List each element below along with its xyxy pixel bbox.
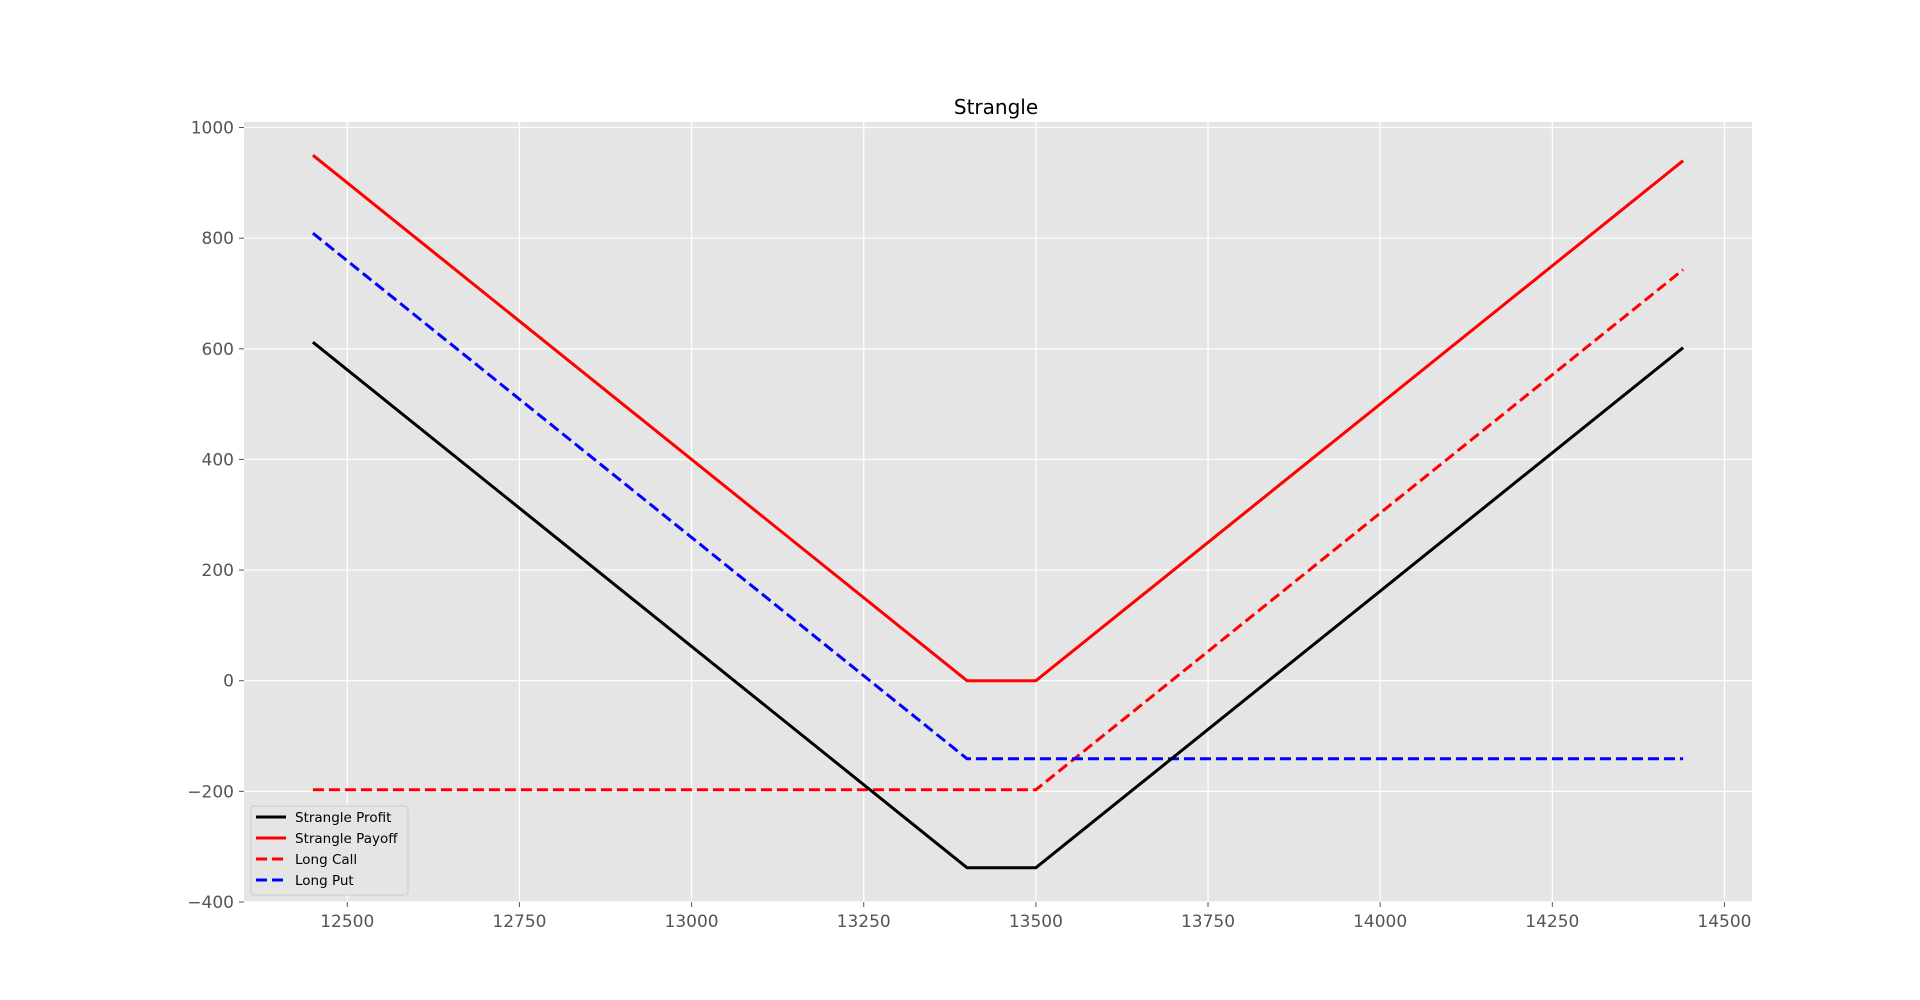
chart-title: Strangle: [954, 95, 1038, 119]
plot-area: [244, 122, 1752, 902]
series-line-strangle-payoff: [311, 154, 1685, 683]
y-tick-label: 400: [202, 450, 234, 470]
series-lines: [311, 154, 1685, 870]
x-tick-label: 13750: [1181, 912, 1235, 932]
y-tick-label: −400: [187, 893, 234, 913]
series-line-strangle-profit: [311, 341, 1685, 870]
y-tick-label: 1000: [191, 119, 234, 139]
legend-label: Strangle Profit: [295, 810, 391, 826]
x-tick-label: 14000: [1353, 912, 1407, 932]
x-tick-label: 14500: [1697, 912, 1751, 932]
y-tick-label: 800: [202, 229, 234, 249]
x-axis-ticks: 12500 12750 13000 13250 13500 13750 14000 14250…: [320, 902, 1752, 932]
legend-box: [250, 805, 409, 896]
grid-lines: [244, 122, 1752, 903]
x-tick-label: 14250: [1525, 912, 1579, 932]
y-tick-label: −200: [187, 782, 234, 802]
x-tick-label: 12750: [492, 912, 546, 932]
legend-label: Long Call: [295, 852, 357, 868]
y-tick-label: 0: [223, 672, 234, 692]
y-tick-label: 600: [202, 340, 234, 360]
legend: Strangle Profit Strangle Payoff Long Call L…: [250, 805, 409, 896]
y-axis-ticks: −400 −200 0 200 400 600 800 1000: [187, 119, 244, 913]
series-line-long-put: [311, 232, 1684, 761]
x-tick-label: 12500: [320, 912, 374, 932]
legend-label: Strangle Payoff: [295, 831, 398, 847]
series-line-long-call: [312, 268, 1685, 792]
x-tick-label: 13000: [665, 912, 719, 932]
x-tick-label: 13500: [1009, 912, 1063, 932]
x-tick-label: 13250: [837, 912, 891, 932]
y-tick-label: 200: [202, 561, 234, 581]
legend-label: Long Put: [295, 873, 354, 889]
